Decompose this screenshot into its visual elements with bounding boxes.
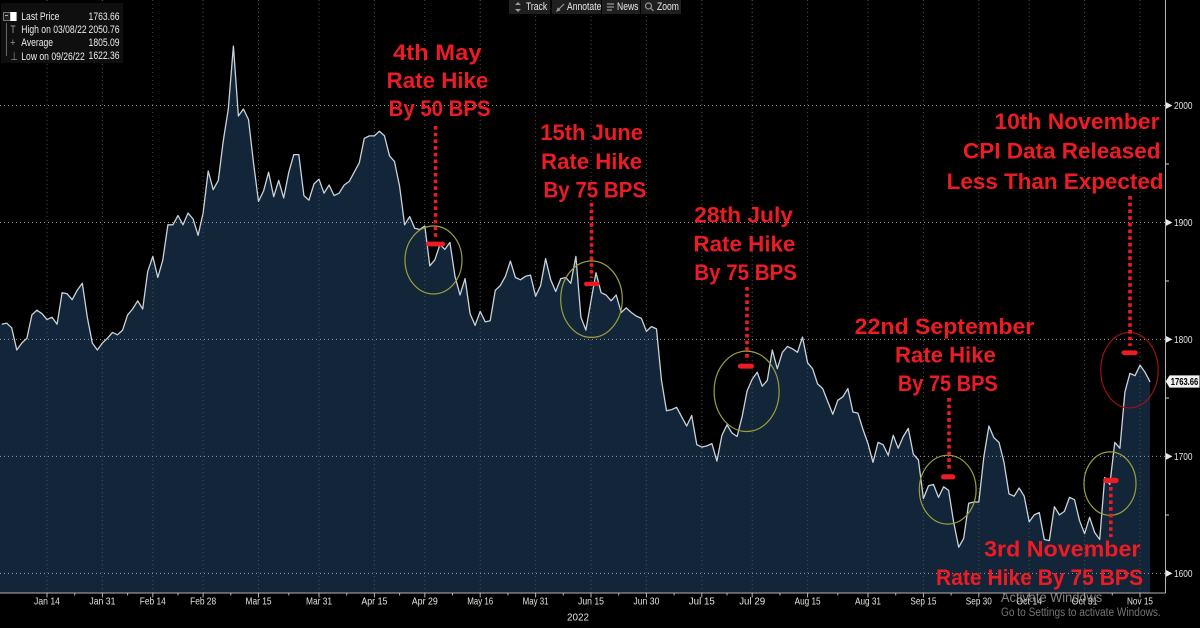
svg-text:May 31: May 31 xyxy=(523,596,549,608)
svg-text:Jun 15: Jun 15 xyxy=(578,596,604,608)
svg-text:28th July: 28th July xyxy=(694,203,794,228)
svg-text:CPI Data Released: CPI Data Released xyxy=(963,139,1161,164)
svg-text:15th June: 15th June xyxy=(540,120,643,145)
svg-text:Sep 15: Sep 15 xyxy=(910,596,936,608)
svg-text:Rate Hike: Rate Hike xyxy=(693,232,795,257)
svg-text:Rate Hike By 75 BPS: Rate Hike By 75 BPS xyxy=(936,565,1143,590)
svg-text:Mar 31: Mar 31 xyxy=(306,596,332,608)
svg-text:4th May: 4th May xyxy=(393,40,482,65)
svg-text:Sep 30: Sep 30 xyxy=(966,596,992,608)
svg-text:Jul 15: Jul 15 xyxy=(689,596,715,608)
svg-text:Rate Hike: Rate Hike xyxy=(387,68,489,93)
svg-text:Jan 31: Jan 31 xyxy=(89,596,115,608)
svg-text:2022: 2022 xyxy=(567,612,589,624)
svg-text:Jul 29: Jul 29 xyxy=(739,596,765,608)
svg-text:By 75 BPS: By 75 BPS xyxy=(694,260,797,285)
svg-text:22nd September: 22nd September xyxy=(855,314,1035,339)
svg-text:Aug 15: Aug 15 xyxy=(795,596,821,608)
svg-text:Aug 31: Aug 31 xyxy=(855,596,881,608)
svg-text:Oct 14: Oct 14 xyxy=(1016,596,1042,608)
svg-text:Rate Hike: Rate Hike xyxy=(541,149,642,174)
svg-text:Less Than Expected: Less Than Expected xyxy=(947,169,1164,194)
svg-text:By 75 BPS: By 75 BPS xyxy=(543,178,646,203)
svg-text:1800: 1800 xyxy=(1174,334,1193,346)
svg-text:1900: 1900 xyxy=(1174,217,1193,229)
svg-text:Apr 29: Apr 29 xyxy=(412,596,438,608)
svg-text:Mar 15: Mar 15 xyxy=(246,596,272,608)
svg-text:Feb 28: Feb 28 xyxy=(190,596,216,608)
svg-text:1763.66: 1763.66 xyxy=(1171,376,1199,388)
svg-text:May 16: May 16 xyxy=(467,596,493,608)
svg-text:Apr 15: Apr 15 xyxy=(361,596,387,608)
svg-text:Nov 15: Nov 15 xyxy=(1127,596,1153,608)
svg-text:Oct 31: Oct 31 xyxy=(1072,596,1098,608)
svg-text:By 50 BPS: By 50 BPS xyxy=(389,96,491,121)
svg-text:1700: 1700 xyxy=(1174,451,1193,463)
svg-text:10th November: 10th November xyxy=(994,109,1160,134)
svg-text:Rate Hike: Rate Hike xyxy=(895,343,996,368)
svg-text:Jun 30: Jun 30 xyxy=(633,596,659,608)
svg-text:Jan 14: Jan 14 xyxy=(34,596,60,608)
svg-text:2000: 2000 xyxy=(1174,100,1193,112)
svg-text:1600: 1600 xyxy=(1174,568,1193,580)
svg-text:Feb 14: Feb 14 xyxy=(140,596,166,608)
svg-text:By 75 BPS: By 75 BPS xyxy=(898,371,998,396)
svg-text:3rd November: 3rd November xyxy=(984,537,1141,562)
